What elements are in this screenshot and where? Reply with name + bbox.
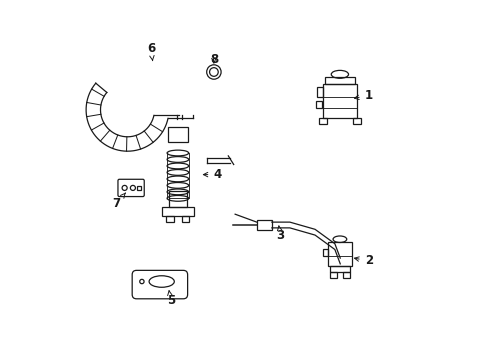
Bar	[162, 207, 194, 216]
Bar	[343, 272, 349, 278]
Text: 7: 7	[112, 193, 125, 210]
Bar	[168, 127, 187, 142]
Text: 2: 2	[354, 255, 372, 267]
Bar	[329, 272, 336, 278]
Bar	[327, 242, 351, 266]
Text: 5: 5	[166, 291, 175, 307]
Bar	[168, 191, 187, 207]
Bar	[256, 220, 271, 230]
Bar	[322, 84, 356, 118]
Text: 1: 1	[354, 89, 372, 102]
Text: 8: 8	[209, 53, 218, 66]
Bar	[323, 249, 327, 256]
Bar	[182, 216, 189, 222]
Bar	[317, 87, 322, 97]
Bar	[166, 216, 173, 222]
Text: 3: 3	[276, 226, 284, 242]
Bar	[137, 186, 141, 190]
Text: 6: 6	[146, 42, 155, 61]
Bar	[319, 118, 326, 123]
Bar	[329, 266, 349, 272]
Bar	[352, 118, 360, 123]
Bar	[316, 101, 321, 108]
Text: 4: 4	[203, 168, 221, 181]
Bar	[325, 77, 354, 84]
